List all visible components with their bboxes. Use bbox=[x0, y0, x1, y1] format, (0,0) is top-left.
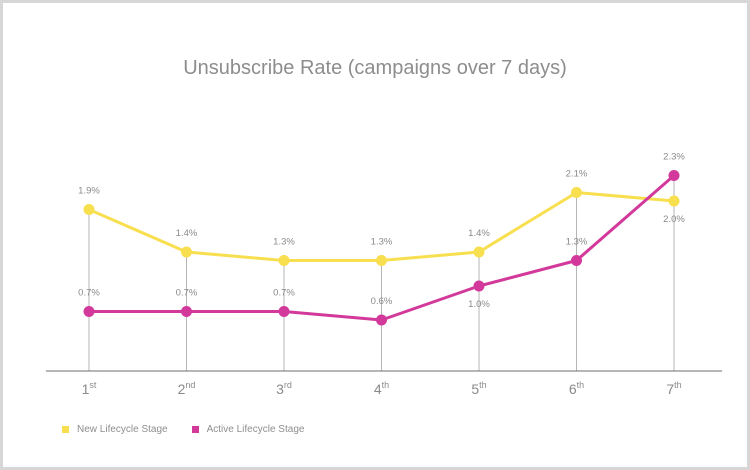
legend-label-active: Active Lifecycle Stage bbox=[206, 424, 305, 435]
data-label-active-2: 0.7% bbox=[176, 288, 198, 299]
data-point-active-4 bbox=[376, 314, 387, 326]
x-tick-suffix: st bbox=[89, 380, 97, 390]
x-tick-number: 6 bbox=[569, 381, 577, 397]
data-label-active-1: 0.7% bbox=[78, 288, 100, 299]
x-tick-7: 7th bbox=[666, 380, 681, 397]
data-point-new-1 bbox=[83, 204, 95, 215]
data-point-new-5 bbox=[473, 246, 485, 258]
data-point-new-7 bbox=[668, 195, 680, 207]
data-label-active-3: 0.7% bbox=[273, 288, 295, 299]
x-tick-number: 1 bbox=[82, 381, 90, 397]
x-tick-6: 6th bbox=[569, 380, 584, 397]
x-tick-suffix: rd bbox=[284, 380, 292, 390]
legend-item-active-lifecycle-stage: Active Lifecycle Stage bbox=[191, 424, 305, 435]
data-label-new-4: 1.3% bbox=[371, 237, 393, 248]
data-point-active-2 bbox=[181, 306, 192, 317]
data-label-new-3: 1.3% bbox=[273, 237, 295, 248]
data-point-new-2 bbox=[181, 246, 192, 258]
x-tick-suffix: th bbox=[577, 380, 585, 390]
data-point-active-3 bbox=[278, 306, 290, 317]
data-label-active-6: 1.3% bbox=[566, 237, 588, 248]
data-point-new-6 bbox=[571, 187, 582, 198]
data-points bbox=[83, 170, 680, 326]
data-labels: 1.9% 1.4% 1.3% 1.3% 1.4% 2.1% 2.0% 0.7% 0.7% 0.7%… bbox=[78, 152, 685, 311]
legend: New Lifecycle Stage Active Lifecycle Sta… bbox=[62, 424, 328, 435]
data-point-active-7 bbox=[668, 170, 680, 181]
data-label-active-7: 2.3% bbox=[663, 152, 685, 163]
data-label-active-5: 1.0% bbox=[468, 299, 490, 310]
data-label-new-7: 2.0% bbox=[663, 214, 685, 225]
data-point-active-1 bbox=[83, 306, 95, 317]
x-tick-5: 5th bbox=[471, 380, 486, 397]
legend-label-new: New Lifecycle Stage bbox=[77, 424, 168, 435]
chart-title: Unsubscribe Rate (campaigns over 7 days) bbox=[183, 57, 567, 79]
x-tick-1: 1st bbox=[82, 380, 97, 397]
legend-item-new-lifecycle-stage: New Lifecycle Stage bbox=[62, 424, 168, 435]
data-label-new-1: 1.9% bbox=[78, 186, 100, 197]
x-tick-suffix: th bbox=[479, 380, 487, 390]
legend-swatch-new bbox=[62, 426, 69, 433]
data-point-new-4 bbox=[376, 255, 387, 266]
data-point-new-3 bbox=[278, 255, 290, 266]
data-point-active-5 bbox=[473, 280, 485, 292]
x-tick-suffix: nd bbox=[185, 380, 195, 390]
x-tick-labels: 1st 2nd 3rd 4th 5th 6th 7th bbox=[82, 380, 682, 397]
x-tick-number: 7 bbox=[666, 381, 674, 397]
drop-lines bbox=[88, 175, 675, 371]
data-label-active-4: 0.6% bbox=[371, 296, 393, 307]
legend-swatch-active bbox=[191, 426, 199, 433]
x-tick-4: 4th bbox=[374, 380, 389, 397]
data-label-new-2: 1.4% bbox=[176, 228, 198, 239]
x-tick-suffix: th bbox=[382, 380, 390, 390]
x-tick-number: 3 bbox=[276, 381, 284, 397]
x-tick-suffix: th bbox=[674, 380, 682, 390]
data-label-new-5: 1.4% bbox=[468, 228, 490, 239]
x-tick-number: 2 bbox=[178, 381, 186, 397]
x-tick-3: 3rd bbox=[276, 380, 292, 397]
x-tick-number: 4 bbox=[374, 381, 382, 397]
x-tick-number: 5 bbox=[471, 381, 479, 397]
x-tick-2: 2nd bbox=[178, 380, 196, 397]
data-point-active-6 bbox=[571, 255, 582, 266]
data-label-new-6: 2.1% bbox=[566, 169, 588, 180]
